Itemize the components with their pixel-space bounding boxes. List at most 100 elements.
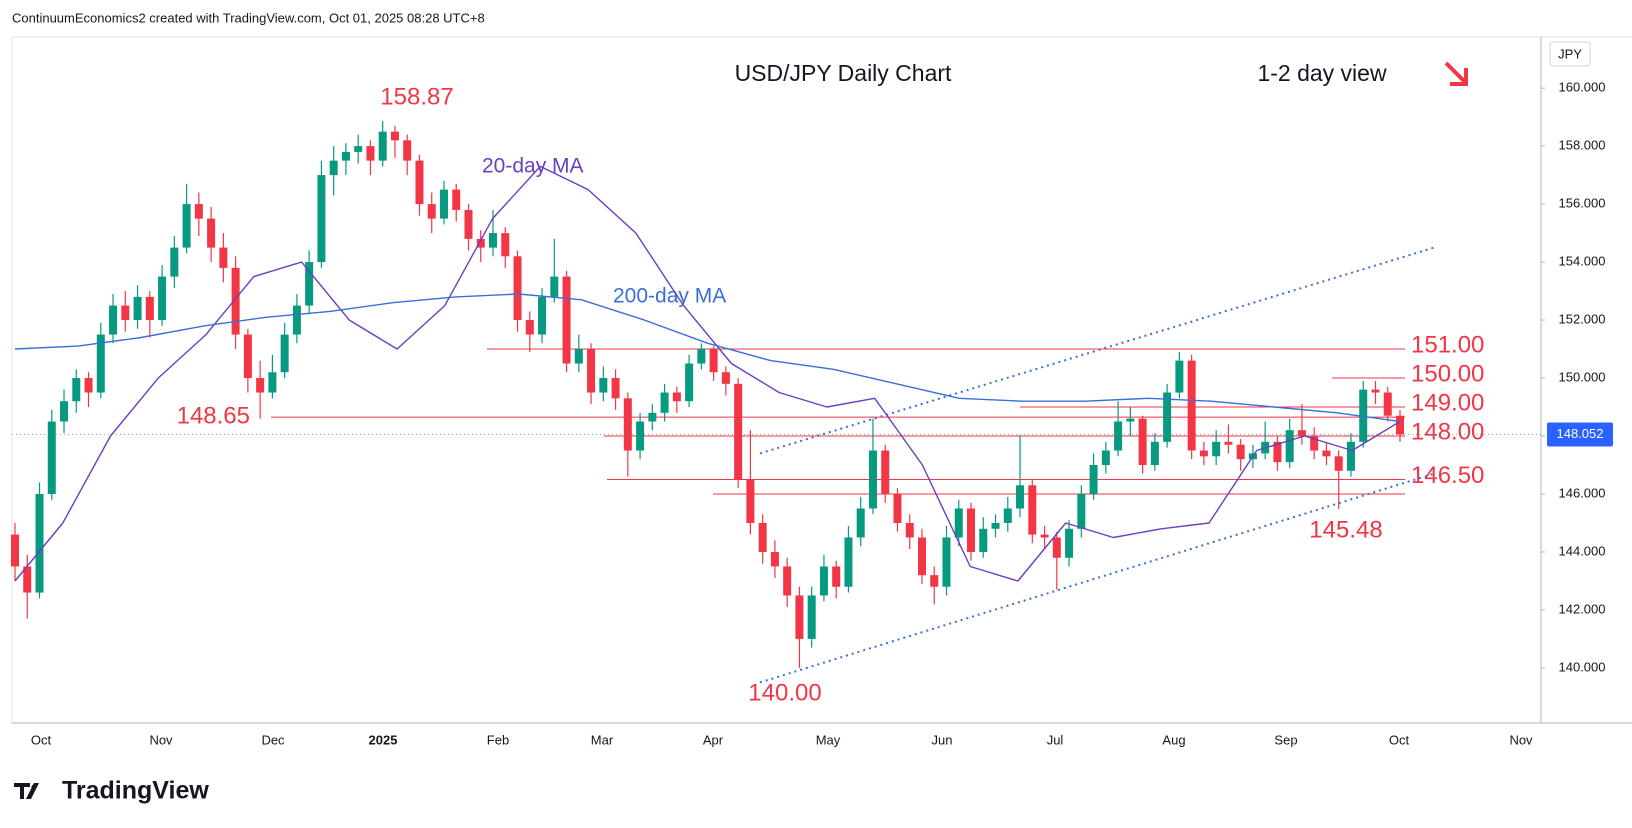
currency-box: [1549, 41, 1591, 67]
candle-body: [452, 189, 461, 210]
candle-body: [1396, 415, 1404, 435]
candle-body: [1346, 441, 1355, 471]
candle-body: [611, 378, 620, 399]
ma20-label: 20-day MA: [482, 155, 584, 178]
candle-body: [256, 378, 265, 393]
candle-body: [1126, 418, 1135, 422]
candle-body: [1212, 441, 1221, 457]
candle-body: [292, 305, 301, 335]
candle-body: [1065, 528, 1074, 558]
candle-body: [305, 262, 314, 306]
chart-subtitle: 1-2 day view: [1257, 60, 1387, 86]
ma-line: [14, 293, 1401, 423]
y-tick-label: 158.000: [1559, 138, 1606, 153]
candle-body: [513, 256, 522, 321]
y-tick-label: 156.000: [1559, 196, 1606, 211]
candle-body: [525, 320, 534, 335]
candle-body: [207, 218, 216, 248]
y-tick-label: 160.000: [1559, 80, 1606, 95]
candle-body: [1163, 392, 1172, 442]
currency: JPY: [1558, 46, 1582, 61]
candle-body: [538, 296, 547, 335]
candle-body: [1114, 421, 1123, 451]
x-tick-label: Jul: [1047, 732, 1064, 747]
x-tick-label: Sep: [1274, 732, 1297, 747]
candle-body: [158, 276, 167, 321]
level-label: 148.00: [1411, 418, 1484, 445]
candle-body: [844, 537, 853, 587]
candle-body: [868, 450, 877, 509]
candle-body: [1052, 537, 1061, 558]
candle-body: [807, 595, 816, 639]
candle-body: [660, 392, 669, 413]
candle-body: [746, 479, 755, 523]
x-tick-label: 2025: [369, 732, 398, 747]
y-tick-label: 152.000: [1559, 311, 1606, 326]
y-tick-label: 144.000: [1559, 543, 1606, 558]
x-tick-label: Feb: [487, 732, 509, 747]
brand-logo: [14, 783, 39, 799]
candle-body: [366, 146, 375, 161]
level-label: 149.00: [1411, 389, 1484, 416]
candle-body: [501, 233, 510, 257]
candle-body: [219, 247, 228, 268]
candle-body: [783, 566, 792, 596]
candle-body: [562, 276, 571, 364]
ma200-label: 200-day MA: [613, 285, 726, 308]
candle-body: [1383, 392, 1392, 416]
candle-body: [1089, 465, 1098, 494]
candle-body: [697, 349, 706, 364]
candle-body: [378, 131, 387, 161]
last-price-box: [1547, 422, 1613, 447]
candle-body: [1101, 450, 1110, 466]
candle-body: [893, 493, 902, 523]
ma-line: [14, 165, 1401, 582]
candle-body: [1016, 485, 1025, 509]
header: ContinuumEconomics2 created with Trading…: [12, 10, 485, 25]
candle-body: [1187, 360, 1196, 451]
candle-body: [23, 566, 32, 593]
candle-body: [917, 537, 926, 576]
x-tick-label: Apr: [703, 732, 724, 747]
x-tick-label: May: [816, 732, 841, 747]
candle-body: [1322, 450, 1331, 457]
candle-body: [1040, 534, 1049, 538]
x-tick-label: Mar: [591, 732, 614, 747]
candle-body: [942, 537, 951, 587]
candle-body: [182, 204, 191, 248]
candle-body: [721, 372, 730, 384]
candle-body: [599, 378, 608, 393]
candle-body: [464, 209, 473, 239]
candle-body: [47, 421, 56, 494]
candle-body: [905, 522, 914, 538]
candle-body: [354, 146, 363, 152]
candle-body: [1236, 444, 1245, 460]
candle-body: [1028, 485, 1037, 535]
candle-body: [341, 151, 350, 161]
candle-body: [795, 595, 804, 639]
candle-body: [133, 296, 142, 321]
candle-body: [1138, 418, 1147, 466]
candle-body: [317, 175, 326, 263]
candle-body: [170, 247, 179, 277]
x-tick-label: Oct: [31, 732, 52, 747]
candle-body: [268, 372, 277, 393]
candle-body: [819, 566, 828, 596]
candle-body: [574, 349, 583, 364]
candle-body: [1273, 441, 1282, 463]
level-label: 148.65: [177, 403, 250, 430]
x-tick-label: Nov: [1509, 732, 1533, 747]
candle-body: [280, 334, 289, 373]
x-tick-label: Oct: [1389, 732, 1410, 747]
candle-body: [72, 378, 81, 402]
candle-body: [734, 383, 743, 480]
candle-body: [1199, 450, 1208, 457]
candle-body: [1150, 441, 1159, 466]
candle-body: [672, 392, 681, 402]
candle-body: [403, 140, 412, 161]
candle-body: [930, 575, 939, 587]
candle-body: [145, 296, 154, 321]
y-tick-label: 142.000: [1559, 601, 1606, 616]
candle-body: [1285, 430, 1294, 463]
